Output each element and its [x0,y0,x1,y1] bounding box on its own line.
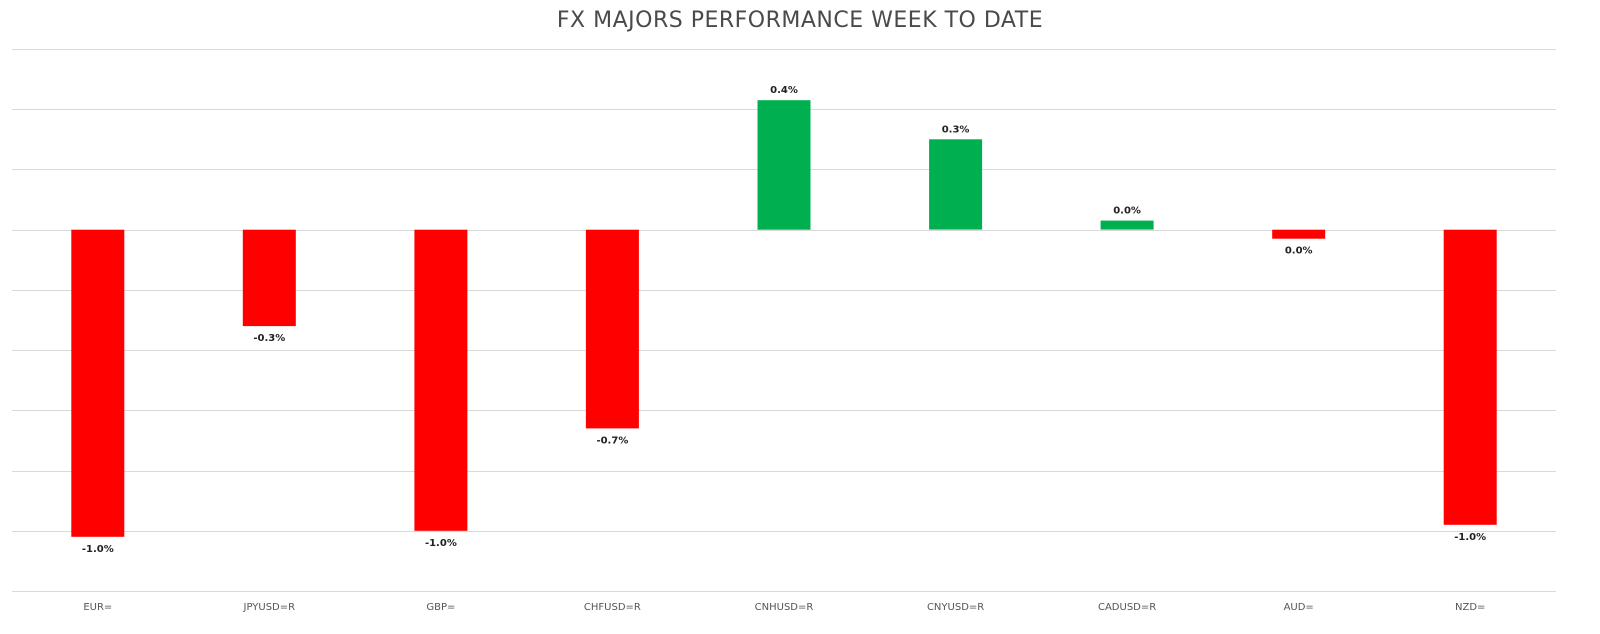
category-tick-label: JPYUSD=R [243,602,296,613]
data-label: 0.0% [1285,246,1313,257]
data-label: 0.3% [942,124,970,135]
category-tick-label: NZD= [1455,602,1485,613]
bar-aud [1272,229,1326,239]
category-tick-label: CNYUSD=R [927,602,984,613]
bar-eur [71,229,125,537]
data-label: -1.0% [1454,532,1486,543]
bar-nzd [1443,229,1497,525]
bar-cnhusdr [757,100,811,230]
data-label: -1.0% [82,544,114,555]
value-labels: -1.0% -0.3% -1.0% -0.7% 0.4% 0.3% 0.0% 0.0% -1.0… [82,85,1486,555]
data-label: -0.3% [253,333,285,344]
bar-cadusdr [1100,220,1154,230]
category-tick-label: AUD= [1284,602,1314,613]
bar-gbp [414,229,468,531]
data-label: -0.7% [596,435,628,446]
data-label: 0.4% [770,85,798,96]
category-tick-label: EUR= [83,602,112,613]
data-label: 0.0% [1113,206,1141,217]
category-labels: EUR= JPYUSD=R GBP= CHFUSD=R CNHUSD=R CNYUSD=R… [83,602,1485,613]
chart-title: FX MAJORS PERFORMANCE WEEK TO DATE [556,8,1044,33]
category-tick-label: CHFUSD=R [584,602,641,613]
bar-cnyusdr [929,139,983,230]
category-tick-label: CNHUSD=R [755,602,814,613]
bars [71,100,1497,537]
category-tick-label: CADUSD=R [1098,602,1156,613]
category-tick-label: GBP= [426,602,455,613]
bar-jpyusdr [242,229,296,327]
bar-chfusdr [585,229,639,429]
data-label: -1.0% [425,538,457,549]
